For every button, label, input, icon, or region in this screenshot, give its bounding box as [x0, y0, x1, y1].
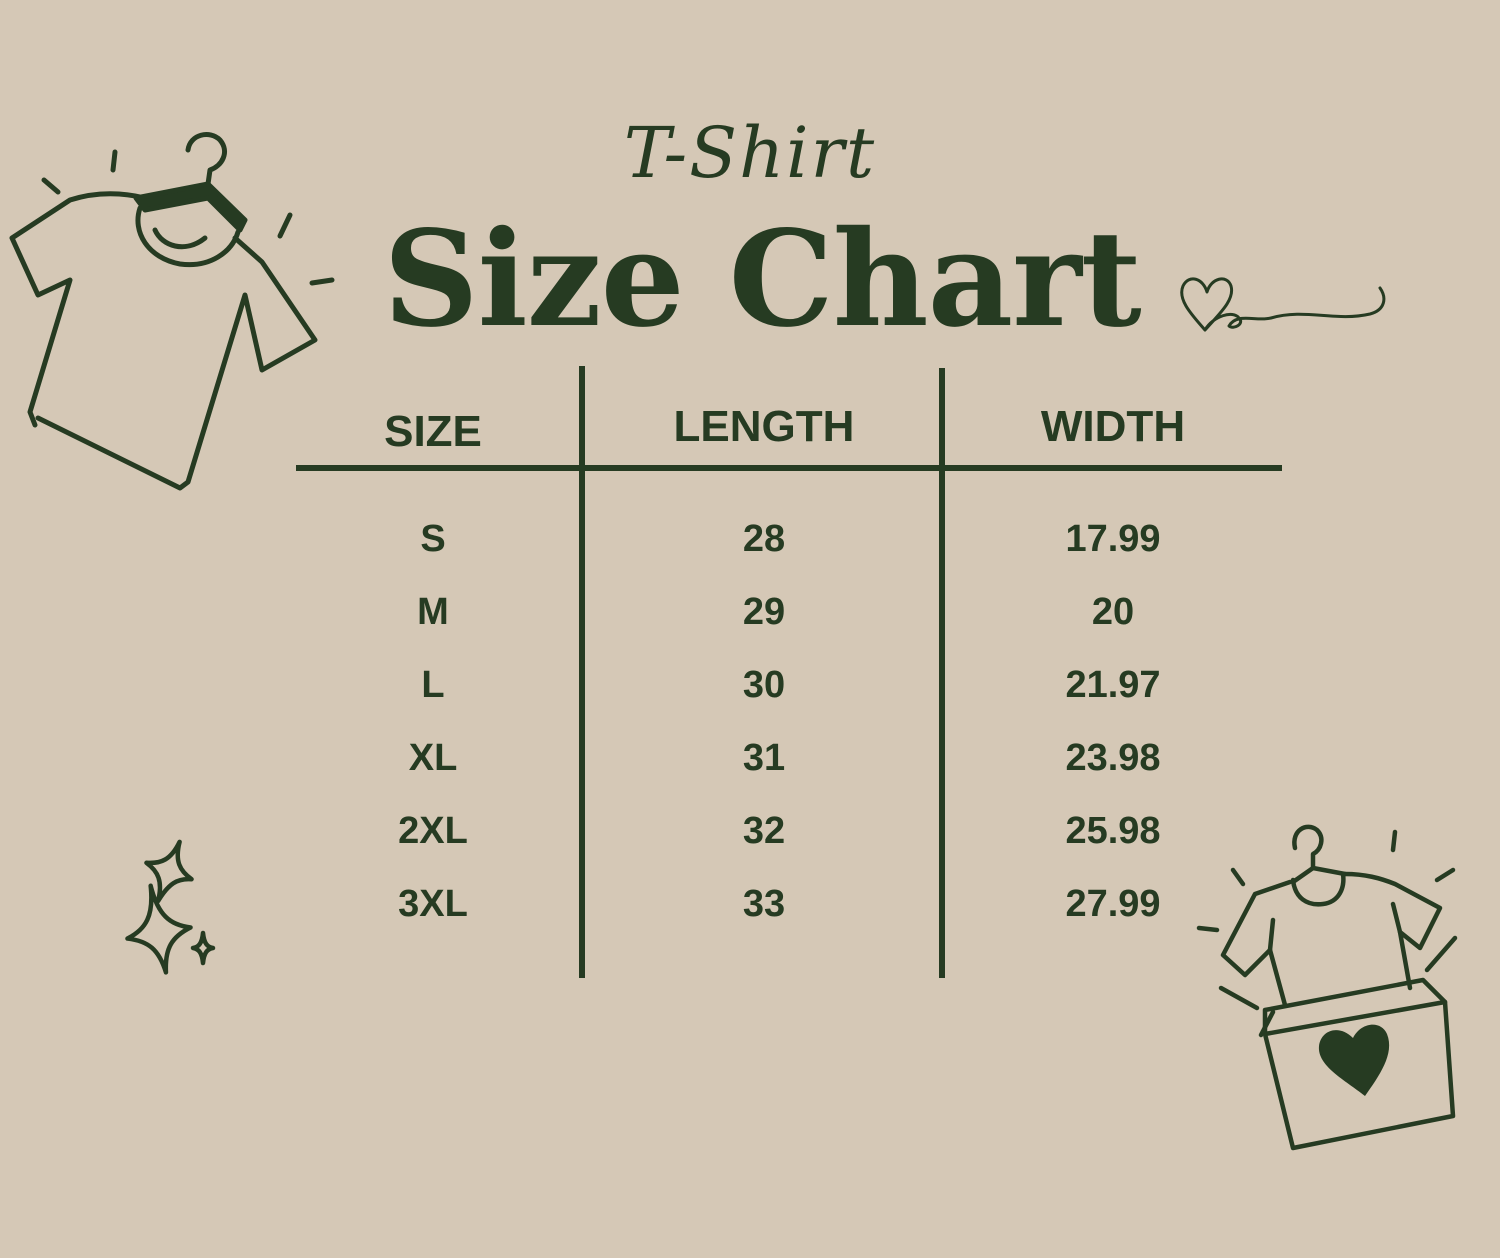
column-divider-1 — [579, 366, 585, 978]
width-cell: 17.99 — [1065, 518, 1161, 560]
header-size: SIZE — [384, 407, 482, 456]
header-width: WIDTH — [1040, 402, 1186, 451]
size-cell: XL — [408, 737, 458, 779]
length-cell: 33 — [742, 883, 786, 925]
tshirt-gift-box-icon — [1196, 824, 1458, 1151]
length-cell: 32 — [742, 810, 786, 852]
header-divider — [296, 465, 1282, 471]
width-cell: 27.99 — [1065, 883, 1161, 925]
tshirt-on-hanger-icon — [9, 132, 335, 491]
size-cell: 2XL — [398, 810, 468, 852]
width-cell: 20 — [1091, 591, 1135, 633]
column-divider-2 — [939, 368, 945, 978]
size-cell: S — [420, 518, 446, 560]
sparkles-icon — [125, 839, 216, 975]
header-length: LENGTH — [673, 402, 855, 451]
size-cell: M — [417, 591, 449, 633]
length-cell: 31 — [742, 737, 786, 779]
width-cell: 21.97 — [1065, 664, 1161, 706]
page-title: Size Chart — [383, 202, 1141, 357]
heart-icon — [1318, 1024, 1390, 1096]
width-cell: 23.98 — [1065, 737, 1161, 779]
size-cell: 3XL — [398, 883, 468, 925]
size-cell: L — [421, 664, 445, 706]
length-cell: 29 — [742, 591, 786, 633]
script-subtitle: T-Shirt — [623, 112, 877, 194]
length-cell: 30 — [742, 664, 786, 706]
heart-flourish-icon — [1180, 277, 1386, 332]
width-cell: 25.98 — [1065, 810, 1161, 852]
length-cell: 28 — [742, 518, 786, 560]
